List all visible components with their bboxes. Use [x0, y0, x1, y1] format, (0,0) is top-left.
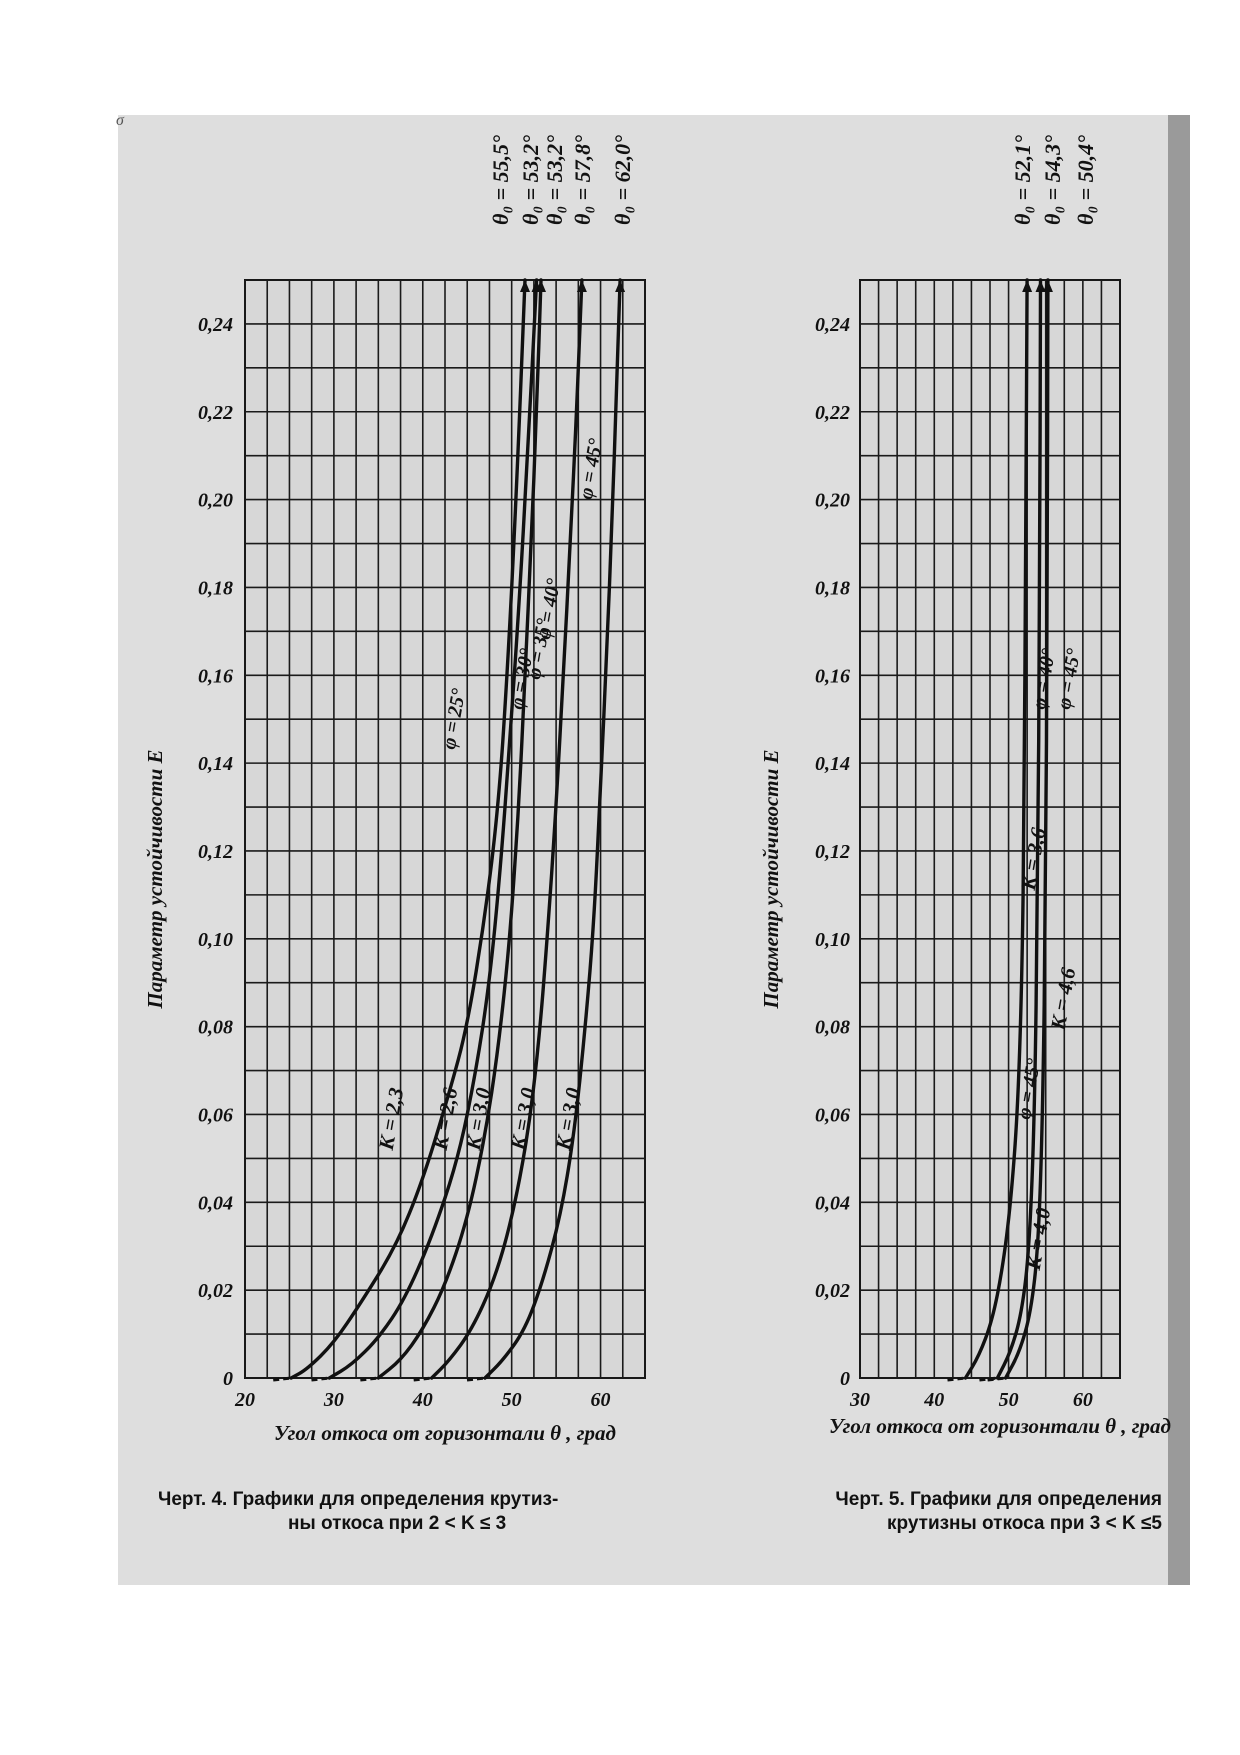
x-tick-label: 30: [849, 1389, 870, 1411]
y-tick-label: 0,24: [815, 314, 850, 336]
series-line: [327, 278, 539, 1380]
y-tick-label: 0,06: [198, 1104, 233, 1126]
series-group: K = 2,3φ = 25°θ₀ = 55,5°K = 2,6φ = 30°θ₀…: [273, 135, 635, 1382]
grid: [244, 279, 646, 1379]
series-line-dashed-start: [987, 1376, 1006, 1382]
series-arrow-head: [520, 280, 530, 292]
y-tick-label: 0,24: [198, 314, 233, 336]
series-theta0-label: θ₀ = 54,3°: [1040, 135, 1065, 225]
chart-right: 0 0,02 0,04 0,06 0,08 0,10 0,12 0,14 0,16 0,18 0,2…: [759, 135, 1171, 1438]
series-line-dashed-start: [413, 1376, 432, 1382]
series-theta0-label: θ₀ = 57,8°: [570, 135, 595, 225]
series-arrow-head: [1035, 280, 1046, 292]
y-tick-label: 0,06: [815, 1104, 850, 1126]
series-line-dashed-start: [979, 1376, 998, 1382]
chart-left: 0 0,02 0,04 0,06 0,08 0,10 0,12 0,14 0,16 0,18 0,2…: [143, 135, 646, 1445]
caption-left-line2: ны откоса при 2 < K ≤ 3: [288, 1513, 507, 1534]
figure-caption-right: Черт. 5. Графики для определения крутизн…: [722, 1488, 1162, 1536]
paper-shadow-edge: [1168, 115, 1190, 1585]
caption-right-line2: крутизны откоса при 3 < K ≤5: [886, 1513, 1162, 1534]
series-arrow-head: [1042, 280, 1053, 292]
x-axis-title: Угол откоса от горизонтали θ , град: [829, 1414, 1171, 1438]
y-tick-label: 0: [840, 1368, 850, 1390]
x-tick-label: 20: [234, 1389, 255, 1411]
series-line-dashed-start: [311, 1376, 330, 1382]
y-tick-label: 0,20: [198, 490, 233, 512]
x-axis-title: Угол откоса от горизонтали θ , град: [274, 1421, 616, 1445]
series-line: [1003, 278, 1050, 1380]
x-tick-label: 40: [923, 1389, 944, 1411]
y-tick-label: 0,22: [198, 402, 233, 424]
x-tick-label: 40: [412, 1389, 433, 1411]
y-tick-label: 0,08: [198, 1017, 233, 1039]
x-tick-label: 50: [999, 1389, 1019, 1411]
y-tick-label: 0,04: [815, 1192, 850, 1214]
series-theta0-label: θ₀ = 53,2°: [542, 135, 567, 225]
series-group: K = 4,0φ = 45°θ₀ = 52,1°K = 3,6φ = 40°θ₀…: [947, 135, 1098, 1382]
y-tick-label: 0,14: [815, 753, 850, 775]
y-tick-label: 0,04: [198, 1192, 233, 1214]
x-tick-label: 50: [502, 1389, 522, 1411]
y-axis-title: Параметр устойчивости E: [143, 749, 167, 1009]
caption-left-line1: Черт. 4. Графики для определения крутиз-: [158, 1489, 559, 1510]
y-tick-label: 0,18: [815, 577, 850, 599]
series-theta0-label: θ₀ = 52,1°: [1010, 135, 1035, 225]
y-tick-labels: 0 0,02 0,04 0,06 0,08 0,10 0,12 0,14 0,16 0,18 0,2…: [198, 314, 233, 1390]
y-tick-label: 0,18: [198, 577, 233, 599]
y-tick-label: 0,08: [815, 1017, 850, 1039]
y-tick-label: 0,14: [198, 753, 233, 775]
y-tick-labels: 0 0,02 0,04 0,06 0,08 0,10 0,12 0,14 0,16 0,18 0,2…: [815, 314, 850, 1390]
y-tick-label: 0,16: [815, 665, 850, 687]
series-line-dashed-start: [360, 1376, 379, 1382]
series-line: [289, 278, 527, 1380]
series-arrow-head: [576, 280, 587, 292]
x-tick-label: 30: [323, 1389, 344, 1411]
series-line: [963, 278, 1029, 1380]
caption-right-line1: Черт. 5. Графики для определения: [835, 1489, 1162, 1510]
series-line-dashed-start: [273, 1376, 292, 1382]
y-tick-label: 0,20: [815, 490, 850, 512]
series-theta0-label: θ₀ = 53,2°: [518, 135, 543, 225]
series-line: [376, 278, 543, 1380]
x-tick-labels: 20 30 40 50 60: [234, 1389, 611, 1411]
y-tick-label: 0,10: [815, 929, 850, 951]
x-tick-labels: 30 40 50 60: [849, 1389, 1093, 1411]
y-tick-label: 0,10: [198, 929, 233, 951]
series-line-dashed-start: [947, 1376, 966, 1382]
series-arrow-head: [615, 280, 626, 292]
series-theta0-label: θ₀ = 62,0°: [610, 135, 635, 225]
series-theta0-label: θ₀ = 50,4°: [1073, 135, 1098, 225]
series-arrow-head: [1022, 280, 1033, 292]
x-tick-label: 60: [1073, 1389, 1093, 1411]
figure-caption-left: Черт. 4. Графики для определения крутиз-…: [158, 1488, 678, 1536]
series-line: [995, 278, 1043, 1380]
y-axis-title: Параметр устойчивости E: [759, 749, 783, 1009]
x-tick-label: 60: [591, 1389, 611, 1411]
y-tick-label: 0,12: [815, 841, 850, 863]
y-tick-label: 0: [223, 1368, 233, 1390]
y-tick-label: 0,22: [815, 402, 850, 424]
stray-mark: σ: [116, 112, 124, 129]
series-line: [483, 278, 622, 1380]
y-tick-label: 0,02: [815, 1280, 850, 1302]
series-line: [430, 278, 584, 1380]
grid: [859, 279, 1121, 1379]
series-theta0-label: θ₀ = 55,5°: [488, 135, 513, 225]
y-tick-label: 0,16: [198, 665, 233, 687]
y-tick-label: 0,02: [198, 1280, 233, 1302]
y-tick-label: 0,12: [198, 841, 233, 863]
series-arrow-head: [536, 280, 546, 292]
series-line-dashed-start: [466, 1376, 486, 1382]
